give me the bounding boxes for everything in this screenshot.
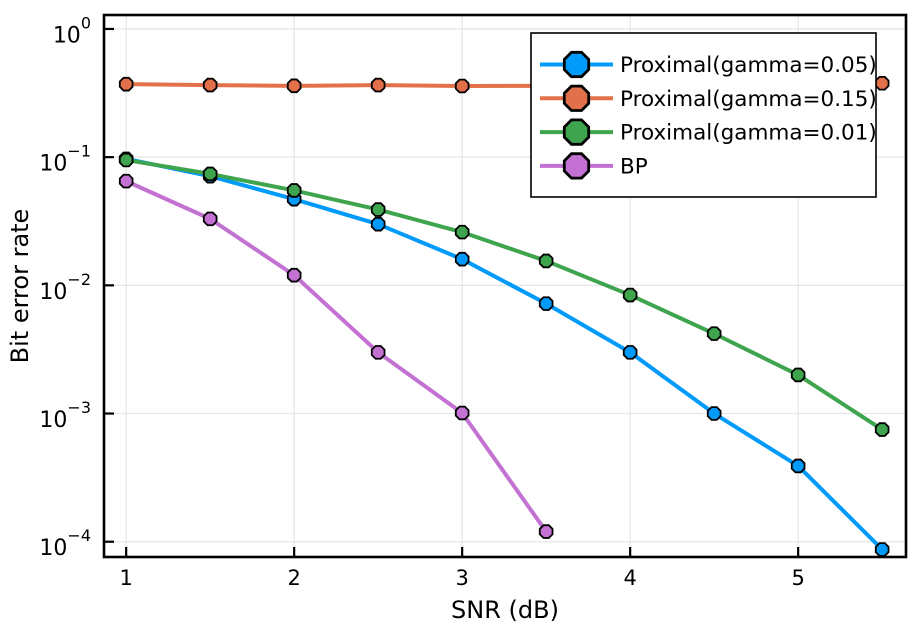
marker-bp	[454, 405, 470, 421]
marker-proximal-gamma-0-01	[706, 326, 722, 341]
y-axis-label: Bit error rate	[6, 209, 34, 364]
y-tick-label: 10−4	[39, 526, 91, 561]
marker-proximal-gamma-0-15	[370, 77, 386, 93]
marker-proximal-gamma-0-15	[874, 75, 890, 91]
y-tick-label: 10−3	[39, 398, 91, 433]
marker-bp	[538, 524, 554, 539]
series-line-bp	[124, 179, 549, 534]
marker-proximal-gamma-0-05	[370, 216, 386, 232]
series-line-proximal-gamma-0-05	[124, 156, 885, 552]
marker-bp	[286, 267, 302, 283]
gridlines	[104, 15, 906, 557]
legend-marker-proximal-gamma-0-05	[562, 50, 591, 79]
marker-proximal-gamma-0-15	[202, 77, 218, 93]
marker-proximal-gamma-0-01	[370, 202, 386, 217]
plot-frame	[102, 13, 908, 559]
x-tick-label: 1	[119, 566, 132, 590]
y-tick-label: 10−1	[39, 142, 91, 177]
marker-proximal-gamma-0-05	[874, 542, 890, 557]
marker-proximal-gamma-0-01	[874, 422, 890, 437]
tick-labels: 1 2 3 4 5 100 10−1 10−2 10−3 10−4	[39, 13, 804, 590]
marker-proximal-gamma-0-05	[454, 251, 470, 267]
marker-proximal-gamma-0-01	[118, 152, 134, 168]
marker-proximal-gamma-0-15	[286, 78, 302, 94]
marker-proximal-gamma-0-01	[622, 287, 638, 303]
frame-rect	[102, 13, 908, 559]
series-line-proximal-gamma-0-01	[124, 158, 885, 432]
marker-proximal-gamma-0-05	[538, 296, 554, 311]
marker-proximal-gamma-0-01	[538, 253, 554, 269]
x-tick-label: 4	[623, 566, 636, 590]
x-tick-label: 2	[287, 566, 300, 590]
legend-marker-bp	[562, 152, 591, 180]
marker-proximal-gamma-0-01	[202, 166, 218, 182]
marker-proximal-gamma-0-01	[790, 367, 806, 383]
marker-proximal-gamma-0-05	[622, 345, 638, 360]
x-tick-label: 3	[455, 566, 468, 590]
x-axis-label: SNR (dB)	[451, 596, 559, 624]
legend-label-proximal-gamma-0-15: Proximal(gamma=0.15)	[620, 87, 877, 112]
legend-marker-proximal-gamma-0-15	[562, 84, 591, 112]
marker-bp	[370, 345, 386, 360]
marker-proximal-gamma-0-15	[454, 78, 470, 94]
x-tick-label: 5	[791, 566, 804, 590]
y-tick-label: 10−2	[39, 270, 91, 305]
legend-label-proximal-gamma-0-05: Proximal(gamma=0.05)	[620, 53, 877, 78]
legend: Proximal(gamma=0.05) Proximal(gamma=0.15)…	[530, 32, 877, 198]
legend-label-bp: BP	[620, 154, 648, 179]
data-series	[118, 75, 890, 557]
marker-proximal-gamma-0-01	[454, 224, 470, 240]
marker-bp	[118, 173, 134, 189]
marker-proximal-gamma-0-15	[118, 76, 134, 92]
marker-proximal-gamma-0-05	[790, 458, 806, 474]
legend-marker-proximal-gamma-0-01	[562, 118, 591, 146]
marker-bp	[202, 211, 218, 227]
marker-proximal-gamma-0-05	[706, 406, 722, 421]
marker-proximal-gamma-0-01	[286, 183, 302, 198]
legend-label-proximal-gamma-0-01: Proximal(gamma=0.01)	[620, 121, 877, 146]
axis-ticks	[105, 27, 800, 556]
y-tick-label: 100	[53, 13, 91, 48]
